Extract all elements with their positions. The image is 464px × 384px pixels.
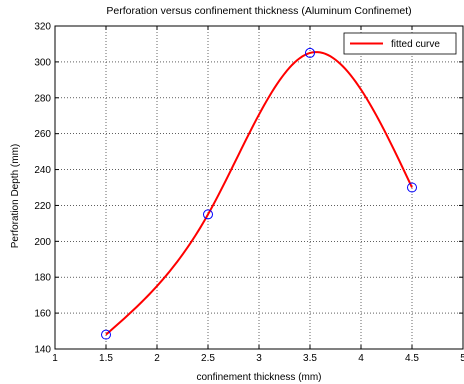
x-tick-label: 2.5 [201, 353, 215, 364]
data-point [101, 329, 111, 340]
x-tick-label: 4 [358, 353, 364, 364]
legend-label-fitted-curve: fitted curve [391, 39, 440, 50]
x-axis-label: confinement thickness (mm) [196, 372, 321, 383]
data-point [203, 209, 213, 220]
y-tick-label: 280 [34, 93, 51, 104]
x-tick-label: 3 [256, 353, 262, 364]
y-tick-label: 180 [34, 273, 51, 284]
x-tick-label: 1.5 [99, 353, 113, 364]
x-tick-label: 1 [52, 353, 58, 364]
data-point [407, 182, 417, 193]
series-layer [101, 47, 417, 340]
y-tick-label: 160 [34, 309, 51, 320]
axis-ticks [54, 25, 464, 350]
fitted-curve-line [105, 51, 413, 336]
chart-title: Perforation versus confinement thickness… [106, 5, 411, 17]
y-axis-label: Perforation Depth (mm) [10, 144, 21, 248]
y-tick-label: 220 [34, 201, 51, 212]
x-tick-label: 2 [154, 353, 160, 364]
x-tick-label: 3.5 [303, 353, 317, 364]
legend-box [343, 32, 457, 55]
data-point [305, 47, 315, 58]
y-tick-labels: 140 160 180 200 220 240 260 280 300 320 [34, 22, 51, 356]
legend: fitted curve [343, 32, 457, 55]
y-tick-label: 320 [34, 22, 51, 33]
plot-area [55, 26, 463, 349]
y-tick-label: 140 [34, 345, 51, 356]
y-tick-label: 240 [34, 165, 51, 176]
y-tick-label: 260 [34, 129, 51, 140]
y-tick-label: 200 [34, 237, 51, 248]
grid-lines [55, 26, 463, 349]
x-tick-label: 4.5 [405, 353, 419, 364]
x-tick-labels: 1 1.5 2 2.5 3 3.5 4 4.5 5 [52, 353, 464, 364]
y-tick-label: 300 [34, 57, 51, 68]
x-tick-label: 5 [460, 353, 464, 364]
